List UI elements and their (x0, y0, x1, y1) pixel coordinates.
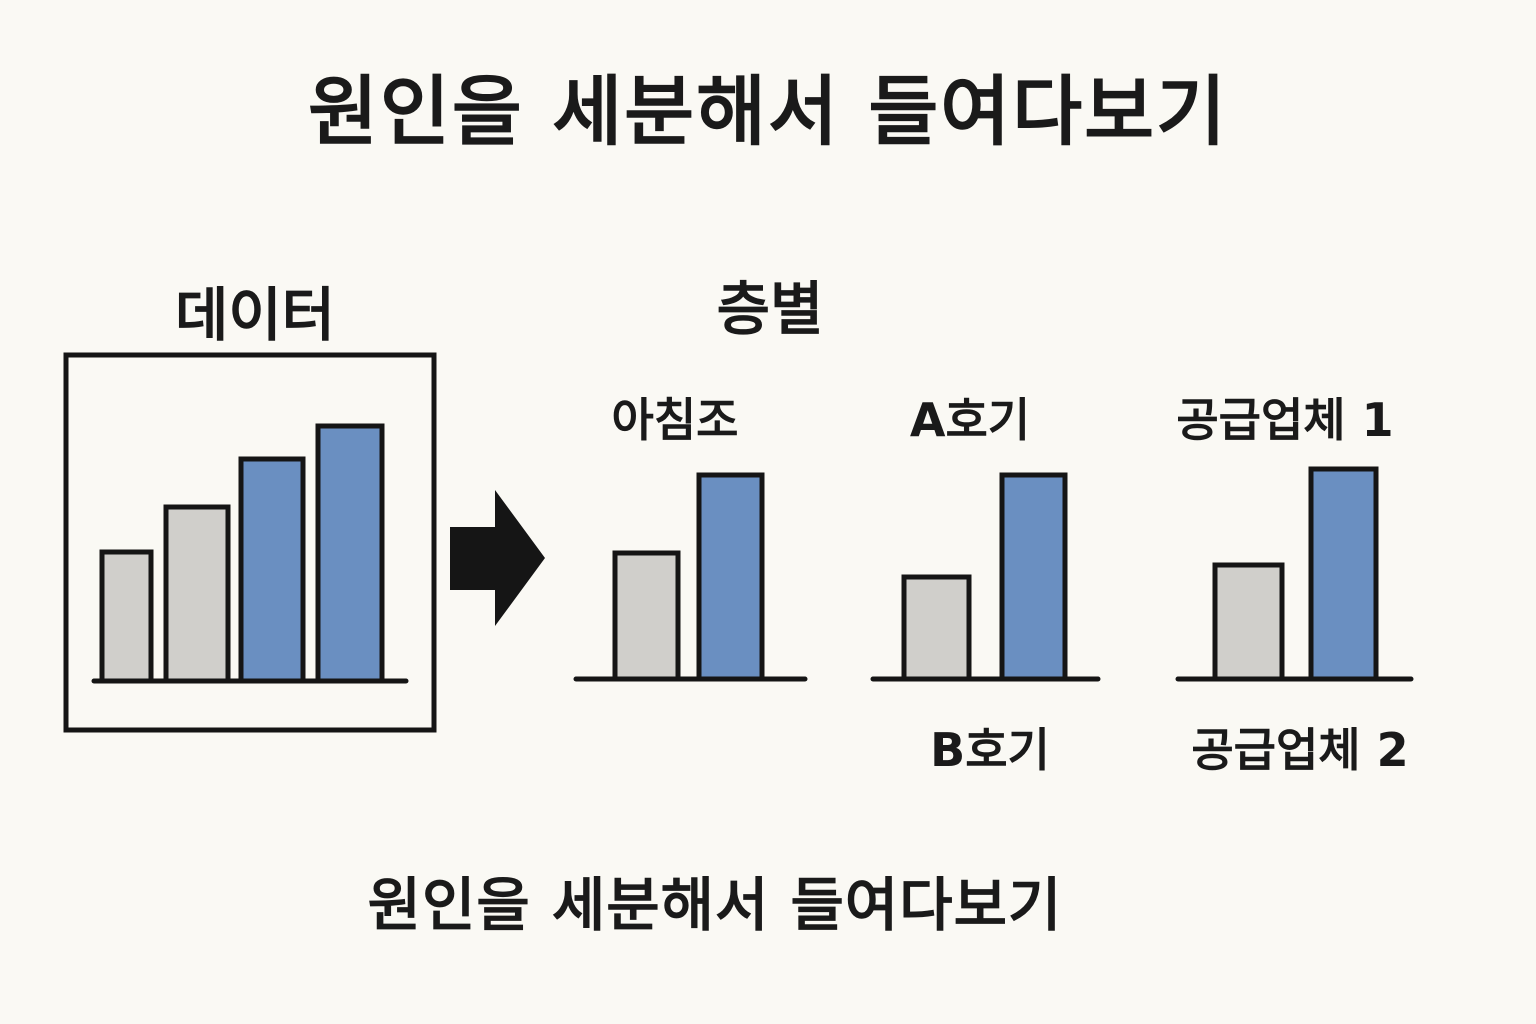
bar-chart-stratum-supplier (1175, 466, 1414, 682)
stratum-machine-bar-2 (999, 472, 1068, 682)
data-frame (63, 352, 437, 733)
stratum-morning-shift-bar-2 (696, 472, 765, 682)
bar-chart-data-overview (91, 423, 409, 684)
stratum-supplier-bar-1 (1212, 562, 1285, 682)
group-sublabel-machine-b: B호기 (930, 723, 1050, 777)
group-label-machine-a: A호기 (909, 393, 1031, 447)
data-label: 데이터 (174, 281, 336, 349)
data-overview-bar-4 (315, 423, 385, 684)
group-label-morning-shift: 아침조 (611, 393, 739, 447)
chart-layer (91, 423, 1414, 684)
stratum-morning-shift-bar-1 (612, 550, 681, 682)
bar-chart-stratum-machine (870, 472, 1101, 682)
stratification-label: 층별 (716, 275, 824, 343)
bar-chart-stratum-morning-shift (573, 472, 808, 682)
data-overview-bar-2 (163, 504, 231, 684)
page-title: 원인을 세분해서 들여다보기 (308, 67, 1228, 156)
stratum-machine-bar-1 (901, 574, 972, 682)
group-sublabel-supplier-2: 공급업체 2 (1191, 723, 1409, 777)
data-overview-bar-3 (238, 456, 306, 684)
bottom-caption: 원인을 세분해서 들여다보기 (367, 871, 1063, 939)
stratum-supplier-bar-2 (1308, 466, 1379, 682)
data-overview-bar-1 (99, 549, 154, 684)
group-label-supplier-1: 공급업체 1 (1176, 393, 1394, 447)
right-arrow-icon (450, 490, 545, 626)
